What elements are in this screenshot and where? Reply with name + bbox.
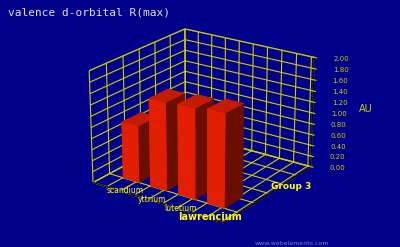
Text: www.webelements.com: www.webelements.com	[254, 241, 329, 246]
Text: valence d-orbital R(max): valence d-orbital R(max)	[8, 7, 170, 17]
